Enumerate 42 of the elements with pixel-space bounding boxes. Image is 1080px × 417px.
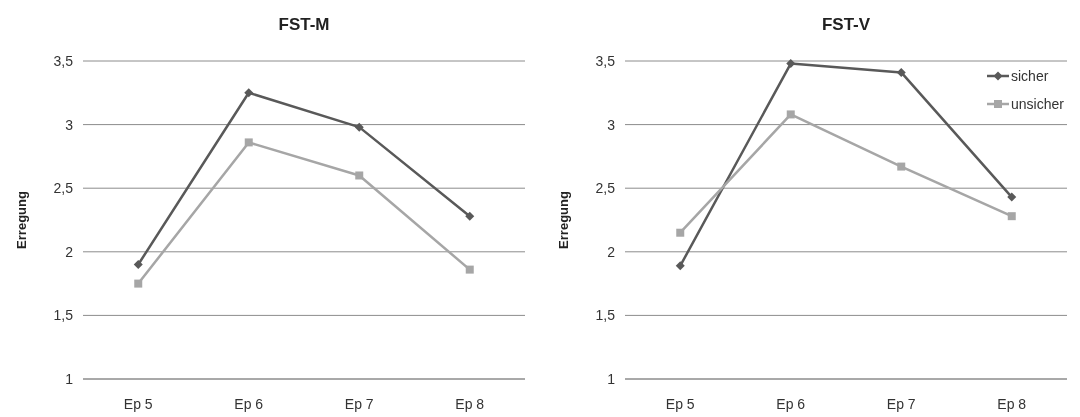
point [897,162,906,171]
chart-title: FST-M [278,15,330,34]
point [786,59,796,69]
y-tick-label: 2,5 [53,180,74,197]
x-tick-label: Ep 8 [997,396,1027,412]
point [786,110,795,119]
point [134,279,143,288]
y-tick-label: 3 [65,116,74,133]
legend-label: sicher [1011,67,1049,84]
y-axis-title: Erregung [556,191,571,249]
point [1007,212,1016,221]
y-tick-label: 2 [65,243,74,260]
x-tick-label: Ep 5 [665,396,695,412]
point [244,88,254,98]
x-tick-label: Ep 7 [886,396,916,412]
point [1007,192,1017,202]
point [465,211,475,221]
y-tick-label: 1,5 [595,307,616,324]
y-tick-label: 1,5 [53,307,74,324]
point [675,261,685,271]
point [354,122,364,132]
x-tick-label: Ep 7 [344,396,374,412]
y-tick-label: 2 [607,243,616,260]
point [355,171,364,180]
chart-title: FST-V [821,15,871,34]
y-tick-label: 3,5 [53,52,74,69]
x-tick-label: Ep 6 [776,396,806,412]
y-tick-label: 1 [65,370,74,387]
y-tick-label: 3 [607,116,616,133]
point [465,265,474,274]
point [896,67,906,77]
y-tick-label: 2,5 [595,180,616,197]
point [133,260,143,270]
point [676,228,685,237]
x-tick-label: Ep 6 [234,396,264,412]
x-tick-label: Ep 8 [455,396,485,412]
y-axis-title: Erregung [14,191,29,249]
point [244,138,253,147]
x-tick-label: Ep 5 [123,396,153,412]
y-tick-label: 1 [607,370,616,387]
legend-label: unsicher [1011,95,1065,112]
y-tick-label: 3,5 [595,52,616,69]
